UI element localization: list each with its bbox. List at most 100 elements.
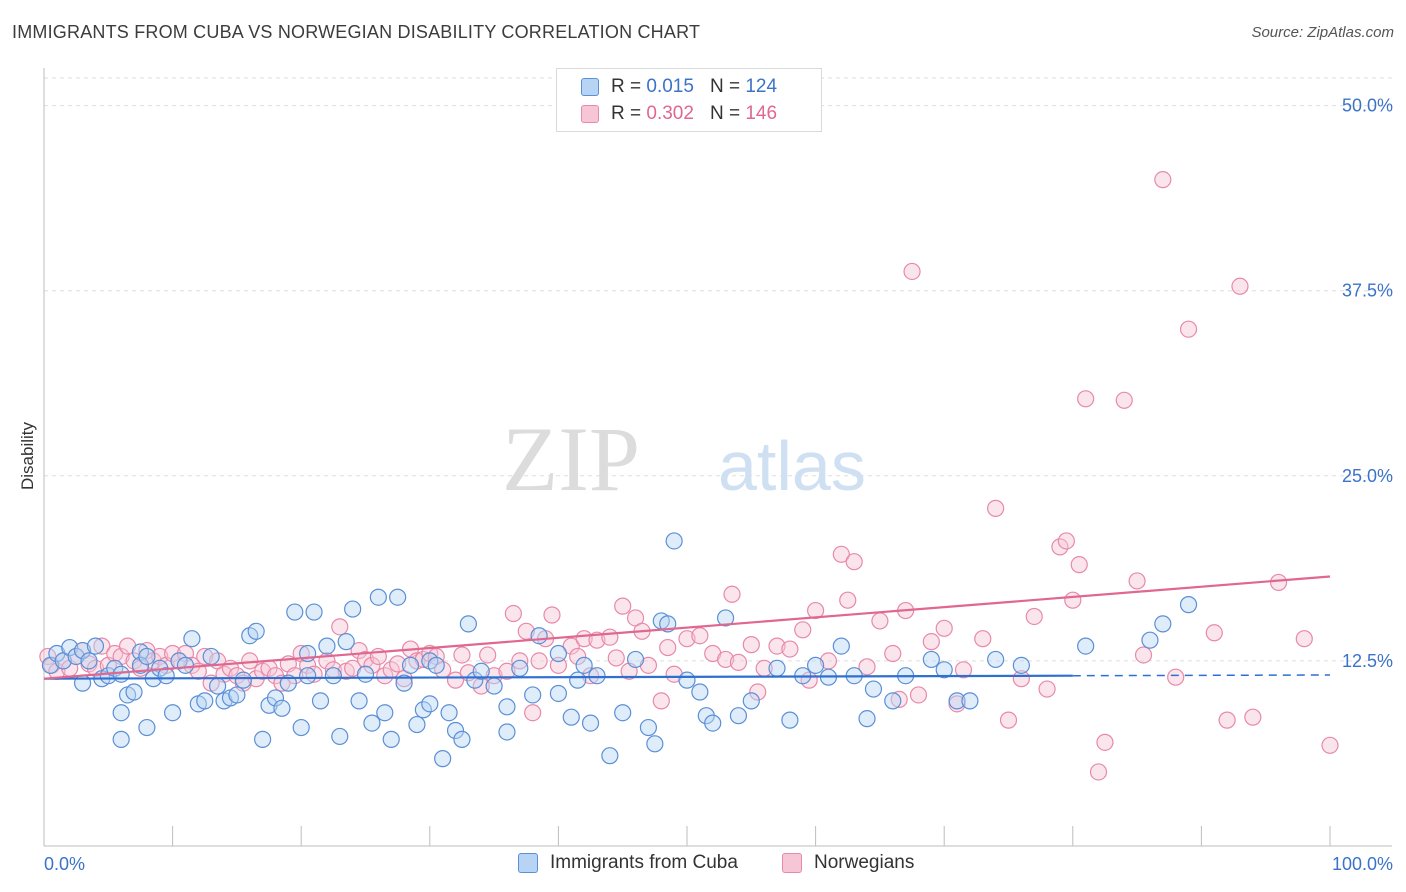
cuba-point	[202, 647, 220, 666]
norwegians-point	[768, 637, 786, 655]
cuba-point	[729, 707, 748, 725]
norwegians-point	[1057, 532, 1075, 550]
cuba-point	[176, 656, 195, 674]
legend-r-label: R =	[611, 76, 642, 97]
cuba-point	[421, 695, 439, 713]
cuba-point	[948, 692, 966, 710]
norwegians-point	[356, 650, 375, 669]
norwegians-point	[504, 604, 522, 623]
norwegians-point	[479, 646, 497, 664]
cuba-point	[427, 656, 445, 674]
cuba-point	[183, 630, 201, 648]
cuba-point	[569, 671, 587, 689]
norwegians-point	[922, 633, 940, 651]
cuba-point	[228, 686, 246, 704]
cuba-point	[742, 692, 760, 710]
cuba-point	[961, 692, 979, 710]
norwegians-point	[871, 612, 889, 630]
norwegians-point	[890, 690, 908, 709]
norwegians-point	[729, 653, 748, 671]
axes	[43, 68, 1392, 847]
legend-n-blue: 124	[745, 76, 778, 97]
norwegians-point	[389, 655, 407, 673]
cuba-point	[485, 677, 503, 695]
cuba-point	[472, 662, 490, 680]
cuba-point	[382, 730, 400, 748]
cuba-point	[588, 667, 606, 685]
watermark-zip: ZIP	[502, 408, 640, 510]
norwegians-point	[1128, 572, 1146, 590]
cuba-point	[401, 656, 420, 674]
norwegians-point	[1269, 573, 1288, 592]
norwegians-point	[723, 585, 741, 603]
norwegians-point	[832, 545, 850, 563]
norwegians-point	[1077, 390, 1095, 408]
norwegians-point	[1038, 680, 1056, 698]
norwegians-point	[1115, 391, 1133, 409]
norwegians-point	[1012, 670, 1030, 688]
cuba-point	[639, 718, 658, 737]
legend-r-blue: 0.015	[646, 76, 694, 97]
y-tick-label: 37.5%	[1342, 281, 1393, 301]
bottom-legend-cuba-label: Immigrants from Cuba	[550, 852, 738, 873]
cuba-point	[305, 603, 323, 621]
watermark-atlas: atlas	[718, 427, 866, 505]
norwegians-point	[1179, 320, 1198, 338]
norwegians-point	[614, 597, 632, 615]
bottom-legend-swatch-blue	[518, 853, 538, 873]
cuba-point	[273, 699, 291, 717]
cuba-point	[466, 671, 484, 689]
cuba-point	[376, 704, 394, 722]
cuba-point	[138, 718, 156, 737]
norwegians-point	[1295, 630, 1313, 648]
legend-box: R = 0.015 N = 124 R = 0.302 N = 146	[556, 68, 822, 132]
norwegians-point	[884, 644, 902, 663]
norwegians-point	[678, 630, 696, 648]
norwegians-point	[549, 656, 568, 674]
cuba-point	[1012, 656, 1030, 674]
cuba-point	[511, 659, 529, 677]
cuba-point	[131, 656, 150, 674]
cuba-point	[363, 714, 381, 732]
cuba-point	[86, 637, 105, 655]
legend-row-blue: R = 0.015 N = 124	[581, 75, 777, 99]
norwegians-trend-line	[43, 575, 1331, 680]
norwegians-point	[716, 650, 735, 669]
norwegians-point	[652, 692, 670, 710]
cuba-point	[987, 650, 1005, 669]
norwegians-point	[749, 683, 767, 701]
cuba-point	[112, 704, 130, 722]
cuba-point	[408, 715, 426, 734]
cuba-point	[530, 627, 548, 645]
grid-lines	[44, 77, 1392, 662]
norwegians-point	[1025, 607, 1043, 626]
norwegians-point	[543, 606, 561, 624]
cuba-point	[73, 641, 92, 660]
cuba-point	[704, 714, 722, 732]
cuba-point	[299, 667, 317, 685]
norwegians-point	[498, 662, 516, 680]
cuba-point	[832, 637, 850, 655]
cuba-point	[1154, 615, 1172, 633]
y-tick-label: 50.0%	[1342, 96, 1393, 116]
norwegians-point	[1218, 711, 1236, 729]
cuba-point	[414, 701, 432, 719]
cuba-point	[646, 735, 664, 753]
norwegians-point	[1244, 708, 1262, 726]
cuba-point	[318, 637, 336, 655]
cuba-point	[138, 647, 156, 666]
norwegians-point	[974, 630, 992, 648]
norwegians-point	[1154, 171, 1172, 189]
cuba-point	[254, 730, 272, 748]
cuba-point	[125, 683, 143, 701]
y-tick-label: 12.5%	[1342, 651, 1393, 671]
cuba-point	[768, 659, 786, 677]
y-axis-label: Disability	[18, 421, 37, 490]
cuba-point	[498, 698, 516, 716]
cuba-point	[395, 674, 413, 692]
cuba-point	[575, 656, 593, 674]
norwegians-point	[845, 553, 863, 571]
norwegians-point	[794, 621, 812, 639]
legend-n-label: N =	[709, 103, 741, 124]
cuba-point	[446, 721, 465, 740]
